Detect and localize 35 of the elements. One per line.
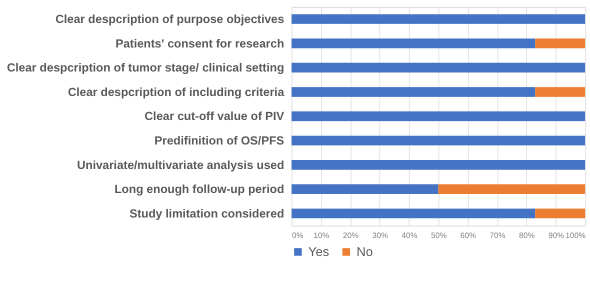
y-tick-label: Predifinition of OS/PFS [154, 133, 284, 148]
bar [292, 208, 536, 218]
bar [535, 87, 586, 97]
y-tick-label: Clear cut-off value of PIV [144, 109, 284, 124]
bar [292, 160, 586, 170]
bar [535, 208, 586, 218]
bar [292, 184, 438, 194]
bar [292, 87, 536, 97]
bar [292, 38, 536, 48]
y-tick-label: Long enough follow-up period [114, 182, 284, 196]
x-tick-label: 80% [518, 230, 535, 240]
y-tick-label: Univariate/multivariate analysis used [76, 158, 284, 172]
legend-label: No [356, 244, 373, 259]
bar [438, 184, 586, 194]
bar [292, 62, 586, 73]
y-tick-label: Study limitation considered [129, 206, 284, 220]
x-tick-label: 100% [565, 230, 586, 240]
x-tick-label: 10% [314, 230, 330, 240]
x-tick-label: 70% [490, 230, 506, 240]
x-tick-label: 40% [402, 230, 418, 240]
y-tick-label: Patients' consent for research [115, 36, 284, 50]
bar [292, 111, 586, 122]
bar [292, 14, 586, 24]
x-tick-label: 20% [342, 230, 359, 240]
x-tick-label: 60% [460, 230, 476, 240]
x-tick-label: 90% [548, 230, 564, 240]
bar [292, 136, 586, 146]
x-tick-label: 50% [430, 230, 447, 240]
y-tick-label: Clear despcription of purpose objectives [55, 12, 285, 26]
x-tick-label: 0% [292, 230, 304, 240]
y-tick-label: Clear despcription of tumor stage/ clinical setting [6, 60, 284, 75]
bar [535, 38, 586, 48]
y-tick-label: Clear despcription of including criteria [68, 84, 285, 99]
legend-label: Yes [308, 244, 330, 259]
x-tick-label: 30% [372, 230, 388, 240]
